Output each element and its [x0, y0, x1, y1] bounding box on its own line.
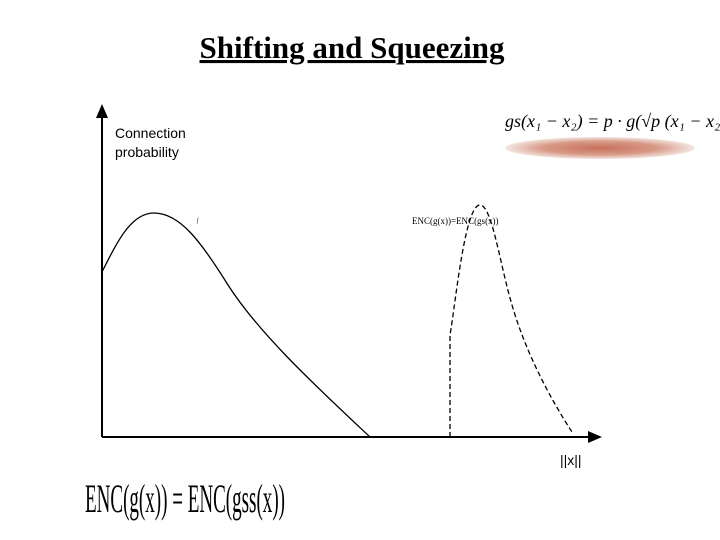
slide-title: Shifting and Squeezing — [200, 30, 505, 65]
y-axis-label: Connection probability — [115, 125, 186, 160]
bottom-formula: ENC(g(x)) = ENC(gss(x)) — [85, 476, 285, 521]
curve-formula-left: ∫ — [196, 217, 199, 224]
shifted-squeezed-curve — [449, 204, 573, 437]
top-formula: gs(x₁ − x₂) = p · g(√p (x₁ − x₂)) — [505, 111, 720, 132]
original-curve — [101, 212, 371, 438]
x-axis-label: ||x|| — [560, 452, 582, 468]
curve-formula: ENC(g(x))=ENC(gs(x)) — [412, 216, 499, 226]
photo-strip — [505, 137, 695, 159]
